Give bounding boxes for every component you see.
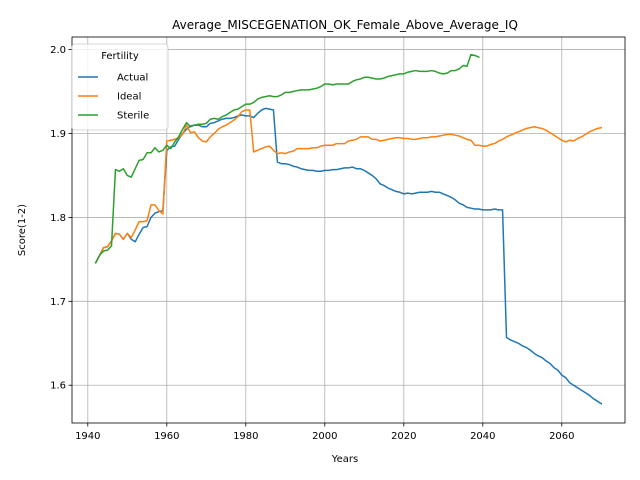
x-tick-label: 2060 (549, 431, 574, 442)
x-axis-ticks: 1940 1960 1980 2000 2020 2040 2060 (75, 423, 575, 442)
legend-label-ideal: Ideal (117, 92, 141, 103)
x-tick-label: 2020 (391, 431, 416, 442)
plot-area-frame (71, 36, 626, 424)
y-tick-label: 1.7 (50, 297, 66, 308)
y-tick-label: 1.8 (50, 213, 66, 224)
x-tick-label: 1980 (233, 431, 258, 442)
legend-box (71, 43, 169, 131)
legend-label-sterile: Sterile (117, 111, 149, 122)
series-line-sterile (94, 53, 480, 264)
x-tick-label: 1960 (154, 431, 179, 442)
legend-label-actual: Actual (117, 73, 148, 84)
legend-title: Fertility (101, 51, 139, 62)
y-axis-label: Score(1-2) (17, 204, 28, 256)
y-tick-label: 2.0 (50, 45, 66, 56)
x-tick-label: 2000 (312, 431, 337, 442)
legend-items: Actual Ideal Sterile (78, 73, 149, 122)
y-tick-label: 1.9 (50, 129, 66, 140)
chart-title: Average_MISCEGENATION_OK_Female_Above_Av… (172, 18, 518, 32)
y-tick-label: 1.6 (50, 381, 66, 392)
legend: Fertility Actual Ideal Sterile (71, 43, 169, 131)
x-axis-label: Years (331, 454, 358, 465)
series-line-ideal (94, 109, 603, 264)
grid (72, 37, 625, 423)
series-lines (94, 53, 603, 405)
x-tick-label: 1940 (75, 431, 100, 442)
x-tick-label: 2040 (470, 431, 495, 442)
y-axis-ticks: 1.6 1.7 1.8 1.9 2.0 (50, 45, 72, 392)
